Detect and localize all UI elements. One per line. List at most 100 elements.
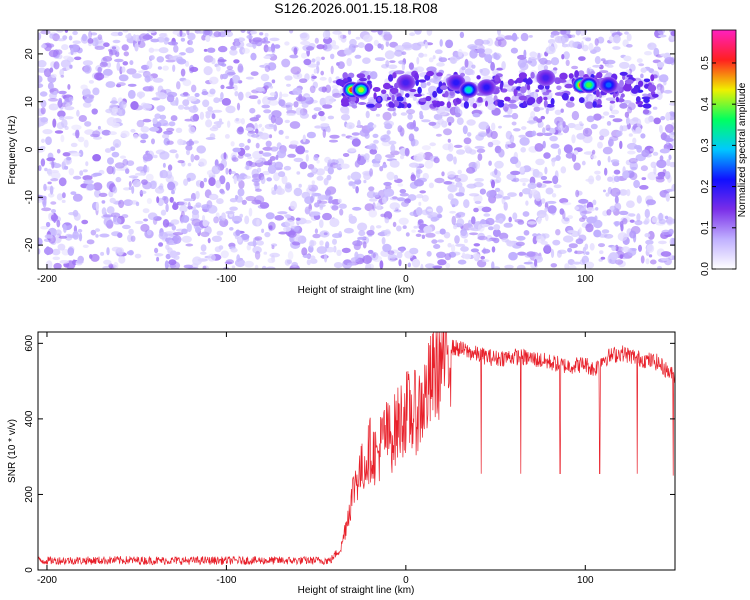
snr-x-tick-label: -100 bbox=[216, 575, 236, 586]
spectrogram-noise-cell bbox=[128, 175, 139, 179]
spectrogram-noise-cell bbox=[103, 42, 110, 47]
spectrogram-noise-cell bbox=[508, 251, 518, 261]
spectrogram-noise-cell bbox=[417, 152, 426, 160]
spectrogram-noise-cell bbox=[162, 65, 169, 71]
spectrogram-noise-cell bbox=[266, 177, 273, 182]
spectrogram-noise-cell bbox=[110, 146, 116, 151]
spectrogram-noise-cell bbox=[358, 230, 366, 237]
spectrogram-noise-cell bbox=[246, 34, 253, 39]
spectrogram-noise-cell bbox=[665, 193, 670, 202]
spectrogram-noise-cell bbox=[521, 126, 527, 130]
spectrogram-noise-cell bbox=[492, 229, 501, 237]
spectrogram-noise-cell bbox=[457, 259, 467, 265]
spectrogram-noise-cell bbox=[331, 40, 337, 47]
spectrogram-noise-cell bbox=[38, 198, 43, 203]
spectrogram-noise-cell bbox=[48, 103, 59, 111]
spectrogram-signal-cell bbox=[516, 92, 522, 97]
spectrogram-noise-cell bbox=[166, 170, 173, 179]
spectrogram-noise-cell bbox=[664, 124, 674, 133]
spectrogram-noise-cell bbox=[134, 42, 139, 52]
spectrogram-noise-cell bbox=[207, 237, 211, 244]
spectrogram-noise-cell bbox=[158, 47, 169, 54]
spectrogram-noise-cell bbox=[225, 105, 236, 114]
spectrogram-noise-cell bbox=[53, 262, 62, 269]
spectrogram-noise-cell bbox=[590, 123, 598, 130]
spectrogram-noise-cell bbox=[357, 222, 368, 232]
spectrogram-noise-cell bbox=[278, 171, 286, 178]
spectrogram-noise-cell bbox=[363, 179, 367, 184]
spectrogram-noise-cell bbox=[187, 177, 191, 182]
spectrogram-peak-contour bbox=[358, 87, 364, 93]
spectrogram-signal-cell bbox=[542, 91, 550, 96]
spectrogram-x-tick-label: -200 bbox=[37, 274, 57, 285]
spectrogram-noise-cell bbox=[191, 209, 199, 216]
spectrogram-noise-cell bbox=[68, 96, 74, 102]
spectrogram-signal-cell bbox=[347, 72, 355, 79]
spectrogram-noise-cell bbox=[519, 137, 530, 146]
spectrogram-noise-cell bbox=[237, 188, 245, 197]
spectrogram-noise-cell bbox=[72, 175, 82, 180]
spectrogram-noise-cell bbox=[68, 212, 76, 216]
spectrogram-noise-cell bbox=[368, 128, 373, 132]
spectrogram-noise-cell bbox=[428, 182, 434, 189]
spectrogram-noise-cell bbox=[578, 227, 582, 235]
spectrogram-noise-cell bbox=[329, 218, 340, 228]
spectrogram-noise-cell bbox=[357, 236, 367, 240]
spectrogram-noise-cell bbox=[481, 248, 491, 254]
spectrogram-noise-cell bbox=[67, 234, 78, 238]
spectrogram-noise-cell bbox=[167, 164, 173, 171]
spectrogram-noise-cell bbox=[224, 261, 233, 265]
spectrogram-noise-cell bbox=[429, 142, 437, 147]
spectrogram-noise-cell bbox=[207, 106, 213, 112]
spectrogram-noise-cell bbox=[310, 195, 314, 203]
spectrogram-noise-cell bbox=[571, 65, 579, 70]
spectrogram-noise-cell bbox=[187, 32, 196, 41]
spectrogram-noise-cell bbox=[396, 225, 402, 232]
spectrogram-noise-cell bbox=[245, 161, 250, 171]
spectrogram-noise-cell bbox=[494, 160, 504, 169]
spectrogram-noise-cell bbox=[567, 247, 573, 253]
spectrogram-noise-cell bbox=[50, 201, 57, 205]
spectrogram-noise-cell bbox=[491, 139, 501, 146]
spectrogram-noise-cell bbox=[189, 66, 199, 72]
spectrogram-noise-cell bbox=[114, 58, 124, 63]
spectrogram-noise-cell bbox=[40, 225, 49, 230]
spectrogram-noise-cell bbox=[614, 202, 622, 211]
spectrogram-noise-cell bbox=[263, 109, 272, 114]
spectrogram-noise-cell bbox=[453, 156, 457, 165]
spectrogram-noise-cell bbox=[544, 243, 551, 253]
spectrogram-noise-cell bbox=[480, 255, 486, 260]
spectrogram-noise-cell bbox=[141, 179, 148, 186]
spectrogram-noise-cell bbox=[122, 30, 129, 33]
spectrogram-signal-cell bbox=[366, 103, 375, 108]
spectrogram-noise-cell bbox=[312, 233, 321, 239]
spectrogram-noise-cell bbox=[48, 49, 59, 58]
spectrogram-noise-cell bbox=[384, 123, 393, 130]
spectrogram-noise-cell bbox=[599, 128, 610, 137]
spectrogram-noise-cell bbox=[483, 48, 493, 55]
spectrogram-noise-cell bbox=[103, 259, 112, 265]
spectrogram-noise-cell bbox=[469, 232, 479, 236]
spectrogram-noise-cell bbox=[284, 75, 293, 81]
spectrogram-noise-cell bbox=[418, 52, 424, 58]
spectrogram-signal-cell bbox=[615, 96, 620, 103]
spectrogram-noise-cell bbox=[142, 103, 153, 111]
spectrogram-noise-cell bbox=[666, 159, 671, 167]
spectrogram-noise-cell bbox=[369, 168, 373, 177]
spectrogram-signal-cell bbox=[343, 78, 348, 82]
spectrogram-noise-cell bbox=[502, 103, 509, 112]
spectrogram-noise-cell bbox=[578, 121, 583, 125]
spectrogram-noise-cell bbox=[250, 30, 258, 35]
spectrogram-noise-cell bbox=[268, 99, 279, 106]
spectrogram-noise-cell bbox=[156, 92, 167, 99]
spectrogram-noise-cell bbox=[644, 233, 651, 238]
colorbar-label: Normalized spectral amplitude bbox=[737, 82, 748, 217]
spectrogram-signal-cell bbox=[546, 89, 552, 93]
spectrogram-noise-cell bbox=[38, 32, 42, 41]
spectrogram-noise-cell bbox=[436, 109, 448, 116]
spectrogram-noise-cell bbox=[421, 145, 431, 151]
spectrogram-noise-cell bbox=[526, 251, 536, 257]
spectrogram-noise-cell bbox=[192, 140, 199, 144]
spectrogram-noise-cell bbox=[661, 229, 671, 236]
spectrogram-noise-cell bbox=[114, 143, 119, 148]
